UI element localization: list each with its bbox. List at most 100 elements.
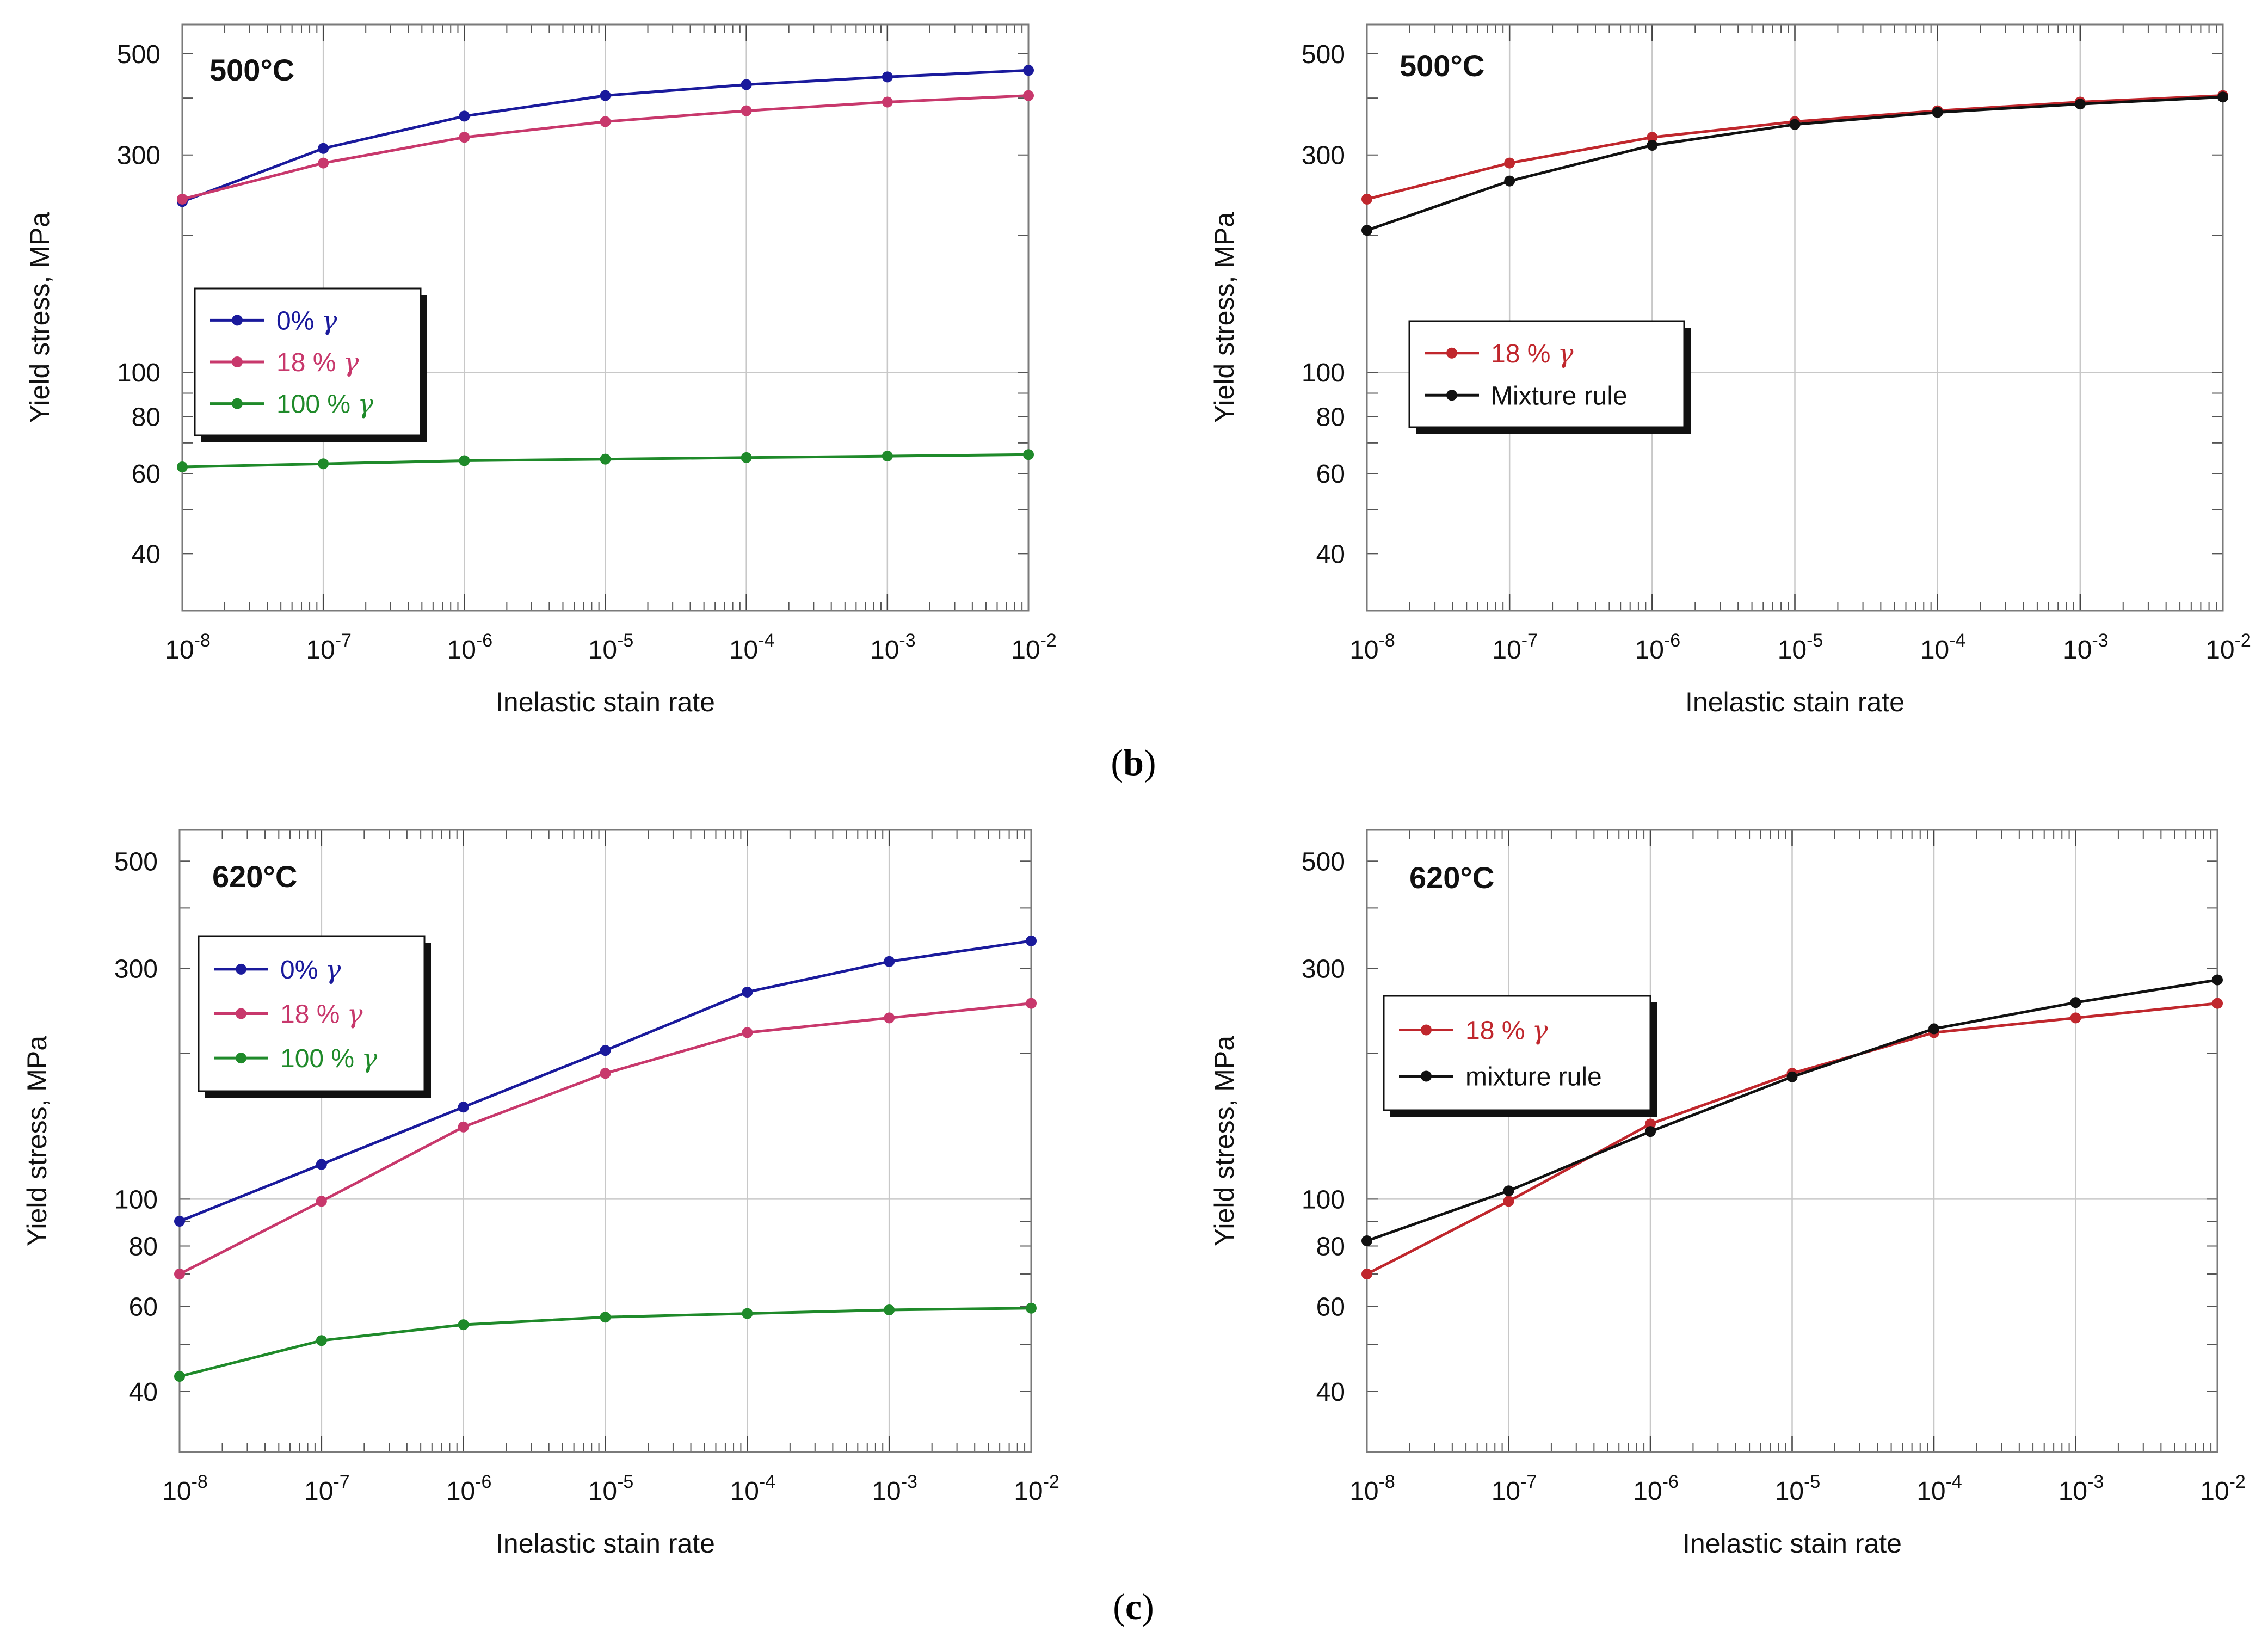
x-tick-label: 10-4 xyxy=(1920,630,1966,664)
legend-label: 18 % γ xyxy=(276,347,359,378)
data-point xyxy=(1026,935,1037,946)
data-point xyxy=(1647,132,1658,143)
y-tick-label: 300 xyxy=(114,955,158,983)
y-tick-label: 40 xyxy=(1316,1378,1345,1407)
data-point xyxy=(1786,1071,1798,1082)
data-point xyxy=(742,1308,753,1319)
legend-marker xyxy=(1446,390,1457,401)
data-point xyxy=(1504,157,1515,169)
data-point xyxy=(316,1159,327,1170)
data-point xyxy=(174,1371,185,1382)
x-tick-label: 10-8 xyxy=(1349,1472,1395,1506)
y-axis-label: Yield stress, MPa xyxy=(24,212,55,423)
legend: 18 % γ Mixture rule xyxy=(1408,320,1691,434)
data-point xyxy=(882,451,893,462)
x-axis-label: Inelastic stain rate xyxy=(496,687,715,717)
legend-marker xyxy=(236,1008,246,1019)
data-point xyxy=(742,1027,753,1038)
x-tick-label: 10-3 xyxy=(870,630,916,664)
legend-label: mixture rule xyxy=(1465,1063,1602,1092)
y-tick-label: 500 xyxy=(114,847,158,876)
y-tick-label: 60 xyxy=(1316,460,1345,489)
data-point xyxy=(2070,1012,2081,1024)
x-axis-label: Inelastic stain rate xyxy=(1682,1528,1902,1559)
caption-c: (c) xyxy=(1113,1586,1154,1627)
caption-c-letter: c xyxy=(1125,1586,1142,1627)
data-point xyxy=(1645,1126,1656,1137)
legend-label: 18 % γ xyxy=(280,999,363,1030)
x-tick-label: 10-2 xyxy=(1011,630,1057,664)
data-point xyxy=(1361,1269,1372,1280)
data-point xyxy=(1647,139,1658,151)
data-point xyxy=(174,1269,185,1280)
data-point xyxy=(2074,99,2086,110)
y-tick-label: 60 xyxy=(132,460,161,489)
chart-panel-3: 40 60 80 100 300 500 10-8 10-7 10-6 10-5 10-4 10-3 1… xyxy=(22,829,1059,1559)
data-point xyxy=(741,79,752,90)
legend-label: 0% γ xyxy=(280,955,341,985)
data-point xyxy=(1504,175,1515,187)
legend-box xyxy=(1408,320,1685,428)
legend: 0% γ 18 % γ 100 % γ xyxy=(194,287,427,442)
data-point xyxy=(1503,1185,1514,1197)
legend-label: 100 % γ xyxy=(276,389,373,420)
legend: 18 % γ mixture rule xyxy=(1383,995,1657,1117)
data-point xyxy=(1023,449,1034,460)
legend-label: 18 % γ xyxy=(1465,1016,1548,1046)
data-point xyxy=(882,71,893,83)
legend-label: 100 % γ xyxy=(280,1043,377,1074)
data-point xyxy=(2217,91,2228,103)
chart-panel-1: 40 60 80 100 300 500 10-8 10-7 10-6 10-5 10-4 10-3 1… xyxy=(24,23,1057,717)
data-point xyxy=(1023,90,1034,101)
y-tick-label: 300 xyxy=(117,141,161,170)
data-point xyxy=(1361,193,1372,205)
chart-title: 620°C xyxy=(212,859,297,894)
data-point xyxy=(1789,119,1801,130)
y-tick-label: 500 xyxy=(1302,847,1345,876)
legend-marker xyxy=(232,315,243,326)
y-tick-label: 40 xyxy=(132,540,161,569)
x-tick-label: 10-5 xyxy=(588,630,634,664)
y-tick-label: 80 xyxy=(1316,1232,1345,1261)
data-point xyxy=(318,458,329,470)
data-point xyxy=(741,452,752,463)
x-tick-label: 10-6 xyxy=(1635,630,1681,664)
y-axis-label: Yield stress, MPa xyxy=(1209,212,1240,423)
data-point xyxy=(1026,998,1037,1009)
y-tick-label: 100 xyxy=(117,359,161,387)
data-point xyxy=(742,986,753,998)
x-tick-label: 10-7 xyxy=(304,1472,350,1506)
data-point xyxy=(459,455,470,466)
x-tick-label: 10-4 xyxy=(1916,1472,1962,1506)
x-axis-label: Inelastic stain rate xyxy=(1685,687,1905,717)
y-tick-label: 40 xyxy=(1316,540,1345,569)
x-tick-label: 10-8 xyxy=(162,1472,208,1506)
data-point xyxy=(2212,998,2223,1009)
data-point xyxy=(741,105,752,116)
legend-label: Mixture rule xyxy=(1491,381,1628,410)
data-point xyxy=(458,1121,469,1133)
x-tick-label: 10-5 xyxy=(588,1472,634,1506)
legend: 0% γ 18 % γ 100 % γ xyxy=(198,935,431,1098)
legend-label: 0% γ xyxy=(276,305,337,336)
y-tick-label: 300 xyxy=(1302,955,1345,983)
data-point xyxy=(600,116,611,127)
x-tick-label: 10-2 xyxy=(1014,1472,1059,1506)
y-tick-label: 100 xyxy=(1302,359,1345,387)
chart-title: 500°C xyxy=(209,53,294,87)
y-tick-label: 300 xyxy=(1302,141,1345,170)
data-point xyxy=(600,1068,611,1079)
x-tick-label: 10-4 xyxy=(729,630,775,664)
x-tick-label: 10-6 xyxy=(1633,1472,1679,1506)
x-tick-label: 10-7 xyxy=(306,630,352,664)
chart-title: 620°C xyxy=(1409,860,1494,895)
y-tick-label: 100 xyxy=(114,1185,158,1214)
x-tick-label: 10-3 xyxy=(2063,630,2109,664)
data-point xyxy=(600,90,611,101)
plot-frame xyxy=(1366,23,2224,612)
legend-marker xyxy=(236,1053,246,1064)
y-axis-label: Yield stress, MPa xyxy=(1209,1036,1240,1246)
x-tick-label: 10-4 xyxy=(730,1472,776,1506)
y-tick-label: 40 xyxy=(129,1378,158,1407)
